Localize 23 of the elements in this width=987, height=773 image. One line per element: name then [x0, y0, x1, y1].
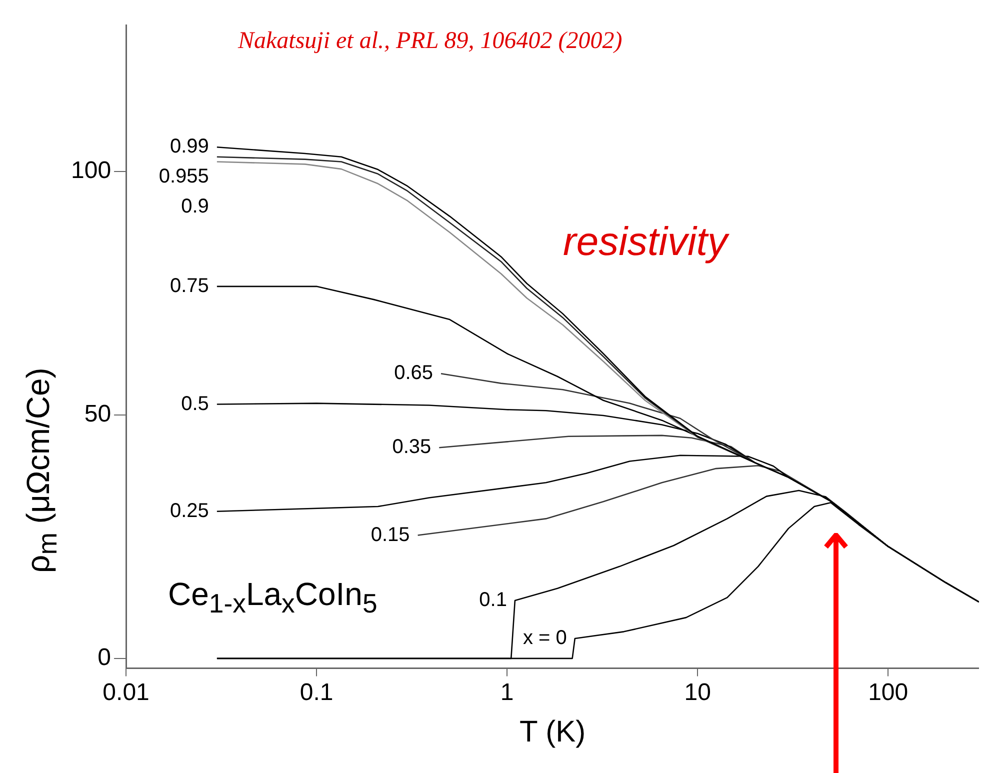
series-label: 0.25	[170, 500, 209, 522]
x-tick-label: 100	[868, 679, 908, 706]
y-tick-label: 50	[84, 400, 112, 428]
y-tick-label: 100	[70, 157, 112, 184]
annotation: Nakatsuji et al., PRL 89, 106402 (2002)	[238, 28, 622, 55]
x-axis-title: T (K)	[519, 715, 586, 748]
series-label: 0.5	[181, 392, 209, 415]
annotation: resistivity	[563, 220, 728, 265]
x-tick-label: 0.1	[300, 679, 334, 706]
series-label: 0.75	[170, 274, 209, 297]
series-label: 0.9	[181, 196, 209, 218]
series-label: 0.35	[392, 436, 432, 458]
y-tick-label: 0	[98, 644, 112, 672]
series-label: 0.99	[170, 136, 209, 158]
x-tick-label: 0.01	[102, 679, 150, 706]
x-tick-label: 1	[500, 679, 514, 706]
series-label: 0.955	[158, 166, 209, 188]
series-label: 0.65	[394, 362, 434, 384]
annotation: Ce$_{1-x}$La$_{x}$CoIn$_{5}$	[168, 576, 378, 620]
series-label: 0.1	[479, 589, 507, 612]
series-label: x = 0	[522, 627, 567, 650]
series-label: 0.15	[370, 524, 410, 546]
x-tick-label: 10	[684, 679, 711, 706]
